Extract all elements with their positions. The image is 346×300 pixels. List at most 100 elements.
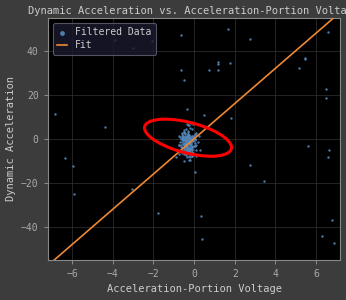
Filtered Data xyxy=(186,136,192,140)
Filtered Data xyxy=(195,140,201,145)
Filtered Data xyxy=(179,140,184,145)
Filtered Data xyxy=(187,141,192,146)
Filtered Data xyxy=(190,146,195,151)
Filtered Data xyxy=(182,140,188,145)
Filtered Data xyxy=(189,148,194,153)
Filtered Data xyxy=(128,27,134,32)
Filtered Data xyxy=(192,133,198,137)
Filtered Data xyxy=(215,67,221,72)
Filtered Data xyxy=(215,59,221,64)
Filtered Data xyxy=(199,236,205,241)
Filtered Data xyxy=(186,147,192,152)
Filtered Data xyxy=(188,135,193,140)
Filtered Data xyxy=(186,147,192,152)
Filtered Data xyxy=(183,146,188,151)
Filtered Data xyxy=(185,131,191,136)
Filtered Data xyxy=(188,150,194,155)
Filtered Data xyxy=(180,137,185,142)
Filtered Data xyxy=(186,122,192,127)
Filtered Data xyxy=(187,153,192,158)
Filtered Data xyxy=(183,139,189,144)
Filtered Data xyxy=(186,140,192,145)
Filtered Data xyxy=(190,134,196,138)
Filtered Data xyxy=(187,139,193,144)
Filtered Data xyxy=(177,139,183,144)
Filtered Data xyxy=(181,77,186,82)
Title: Dynamic Acceleration vs. Acceleration-Portion Voltage: Dynamic Acceleration vs. Acceleration-Po… xyxy=(28,6,346,16)
Filtered Data xyxy=(189,154,194,158)
Filtered Data xyxy=(184,138,190,142)
Filtered Data xyxy=(192,134,197,139)
Filtered Data xyxy=(184,139,189,144)
Filtered Data xyxy=(183,136,188,141)
Filtered Data xyxy=(184,134,190,139)
Filtered Data xyxy=(187,147,192,152)
Filtered Data xyxy=(191,144,197,148)
Filtered Data xyxy=(192,136,198,141)
Filtered Data xyxy=(183,152,189,157)
Filtered Data xyxy=(185,122,191,127)
Filtered Data xyxy=(190,133,195,138)
Filtered Data xyxy=(182,130,188,135)
Filtered Data xyxy=(149,38,155,43)
Filtered Data xyxy=(189,139,194,143)
Filtered Data xyxy=(185,135,190,140)
Filtered Data xyxy=(186,136,191,141)
Filtered Data xyxy=(178,148,184,153)
Filtered Data xyxy=(180,136,185,141)
Filtered Data xyxy=(184,143,189,148)
Filtered Data xyxy=(182,143,187,148)
Filtered Data xyxy=(184,143,190,148)
Filtered Data xyxy=(192,132,198,136)
Filtered Data xyxy=(189,135,195,140)
Filtered Data xyxy=(319,234,325,239)
Filtered Data xyxy=(176,134,182,139)
Filtered Data xyxy=(185,146,191,151)
Filtered Data xyxy=(183,149,189,154)
Filtered Data xyxy=(303,56,308,61)
Filtered Data xyxy=(182,159,187,164)
Filtered Data xyxy=(179,151,184,156)
Filtered Data xyxy=(180,142,185,147)
Filtered Data xyxy=(189,145,194,150)
Filtered Data xyxy=(187,158,193,163)
Filtered Data xyxy=(188,140,193,144)
Filtered Data xyxy=(71,192,77,197)
Filtered Data xyxy=(185,140,191,145)
Filtered Data xyxy=(184,138,190,143)
Filtered Data xyxy=(186,139,192,144)
Filtered Data xyxy=(189,144,194,148)
Filtered Data xyxy=(174,154,179,159)
Filtered Data xyxy=(183,140,189,145)
Filtered Data xyxy=(187,142,192,147)
Filtered Data xyxy=(176,143,182,148)
Filtered Data xyxy=(130,46,136,51)
Filtered Data xyxy=(186,150,192,154)
Filtered Data xyxy=(182,128,187,133)
Filtered Data xyxy=(193,131,199,136)
Filtered Data xyxy=(177,142,182,147)
Filtered Data xyxy=(183,153,188,158)
Filtered Data xyxy=(186,140,192,145)
Filtered Data xyxy=(186,140,192,144)
Filtered Data xyxy=(185,141,191,146)
Filtered Data xyxy=(61,41,67,46)
Filtered Data xyxy=(185,146,190,151)
Filtered Data xyxy=(190,150,195,155)
Filtered Data xyxy=(182,142,188,147)
Filtered Data xyxy=(186,146,192,151)
Filtered Data xyxy=(181,134,186,138)
Filtered Data xyxy=(331,241,337,245)
Filtered Data xyxy=(190,139,196,143)
Filtered Data xyxy=(178,143,184,148)
Filtered Data xyxy=(194,142,199,147)
Y-axis label: Dynamic Acceleration: Dynamic Acceleration xyxy=(6,76,16,201)
Filtered Data xyxy=(182,137,188,142)
Filtered Data xyxy=(185,133,191,138)
Filtered Data xyxy=(261,178,267,183)
Filtered Data xyxy=(325,29,330,34)
Filtered Data xyxy=(185,148,190,153)
X-axis label: Acceleration-Portion Voltage: Acceleration-Portion Voltage xyxy=(107,284,282,294)
Filtered Data xyxy=(182,152,187,157)
Filtered Data xyxy=(189,152,194,156)
